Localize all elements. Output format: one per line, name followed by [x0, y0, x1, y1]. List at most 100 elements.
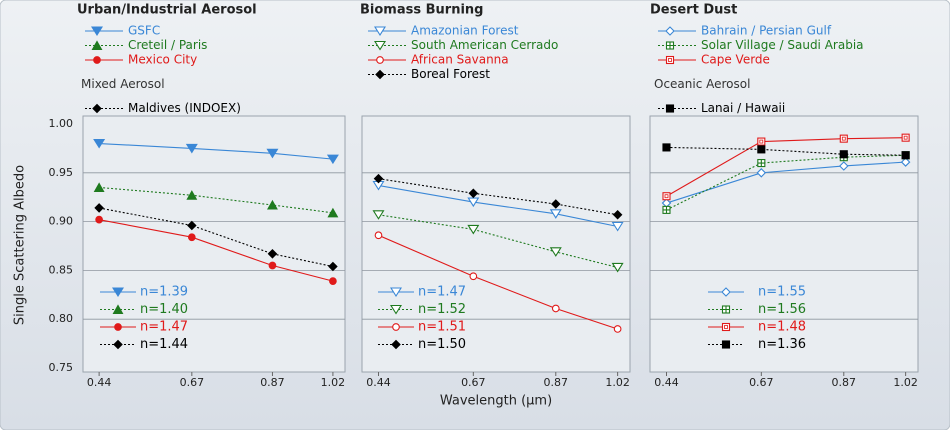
y-tick-label: 0.75 [49, 361, 74, 374]
marker-shape [612, 209, 623, 220]
n-legend-label: n=1.36 [758, 337, 806, 352]
legend-marker [374, 40, 386, 51]
n-legend-label: n=1.40 [140, 302, 188, 317]
marker-shape [327, 207, 339, 218]
point [467, 224, 480, 235]
x-tick-label: 0.87 [832, 376, 857, 389]
marker-shape [92, 103, 102, 114]
point [662, 143, 671, 152]
marker-shape [94, 203, 104, 213]
marker-shape [373, 173, 384, 184]
marker-shape [267, 249, 278, 259]
x-tick-label: 0.67 [749, 376, 774, 389]
marker-shape [467, 197, 480, 208]
marker-shape [391, 339, 401, 350]
marker-shape [757, 137, 766, 146]
point [549, 247, 562, 257]
n-legend-label: n=1.47 [140, 320, 188, 335]
legend-label: Solar Village / Saudi Arabia [701, 38, 864, 52]
marker-shape [467, 224, 480, 235]
point [94, 203, 104, 213]
series-line [99, 142, 333, 160]
y-tick-label: 0.95 [49, 166, 74, 179]
series-line [666, 146, 906, 156]
n-legend-label: n=1.39 [140, 285, 188, 300]
x-tick-label: 0.44 [654, 376, 679, 389]
legend-marker [91, 40, 103, 51]
plot-area [82, 115, 346, 373]
marker-shape [722, 306, 730, 313]
x-tick-label: 0.87 [260, 376, 285, 389]
point [469, 272, 478, 281]
legend-marker [112, 304, 124, 315]
marker-shape [375, 69, 385, 80]
point [372, 210, 385, 220]
marker-shape [468, 188, 479, 199]
x-tick-label: 0.44 [366, 376, 391, 389]
marker-shape [611, 221, 624, 232]
point [551, 304, 560, 313]
x-tick-label: 0.67 [461, 376, 486, 389]
point [268, 261, 277, 270]
marker-shape [721, 322, 731, 332]
marker-shape [724, 325, 728, 329]
point [901, 151, 910, 160]
marker-shape [665, 55, 675, 65]
marker-shape [329, 277, 337, 285]
point [185, 143, 198, 154]
point [757, 145, 766, 154]
legend-marker [392, 323, 400, 331]
marker-shape [392, 323, 400, 331]
marker-shape [91, 40, 103, 51]
legend-marker [376, 56, 384, 64]
marker-shape [841, 136, 846, 141]
legend-label: Boreal Forest [411, 67, 490, 81]
point [662, 192, 671, 201]
n-legend-label: n=1.52 [418, 302, 466, 317]
point [612, 209, 623, 220]
point [186, 190, 198, 200]
legend-marker [91, 26, 103, 37]
marker-shape [95, 215, 103, 224]
panel-title: Biomass Burning [360, 3, 483, 18]
marker-shape [374, 40, 386, 51]
legend-marker [721, 287, 731, 297]
legend-label: Creteil / Paris [128, 38, 207, 52]
point [327, 207, 339, 218]
point [551, 199, 561, 209]
marker-shape [839, 134, 848, 143]
marker-shape [665, 104, 675, 113]
x-tick-label: 1.02 [605, 376, 630, 389]
x-tick-label: 1.02 [321, 376, 346, 389]
legend-marker [721, 322, 731, 332]
plot-area [361, 115, 631, 373]
marker-shape [185, 143, 198, 154]
point [839, 134, 848, 143]
legend-label: GSFC [128, 24, 160, 38]
marker-shape [900, 157, 911, 167]
legend-marker [114, 323, 122, 331]
x-axis-label: Wavelength (μm) [440, 394, 552, 409]
marker-shape [757, 145, 766, 154]
n-legend-label: n=1.47 [418, 285, 466, 300]
point [329, 277, 337, 285]
marker-shape [756, 168, 767, 178]
point [266, 148, 279, 159]
marker-shape [611, 262, 624, 273]
x-tick-label: 0.67 [180, 376, 205, 389]
point [326, 154, 339, 165]
marker-shape [187, 220, 197, 231]
marker-shape [662, 143, 671, 152]
point [467, 197, 480, 208]
marker-shape [469, 272, 478, 281]
x-tick-label: 0.87 [544, 376, 569, 389]
marker-shape [186, 190, 198, 200]
series-line [378, 178, 618, 216]
marker-shape [901, 151, 910, 160]
marker-shape [328, 261, 338, 272]
point [662, 205, 671, 214]
y-axis-label: Single Scattering Albedo [13, 165, 28, 325]
legend-marker [390, 304, 402, 315]
plot-area [649, 115, 919, 373]
